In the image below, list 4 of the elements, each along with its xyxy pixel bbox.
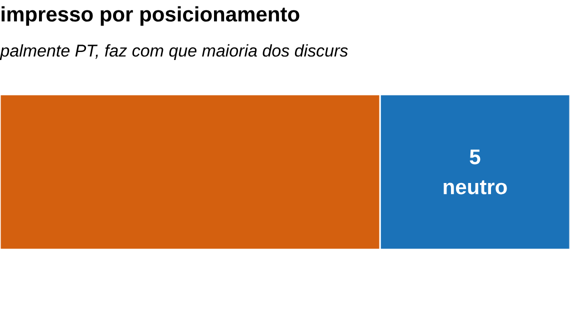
data-label: 5 [470, 150, 480, 164]
chart-subtitle: palmente PT, faz com que maioria dos discurs [0, 44, 348, 60]
chart-title: impresso por posicionamento [2, 6, 300, 26]
series-label: neutro [444, 180, 507, 194]
